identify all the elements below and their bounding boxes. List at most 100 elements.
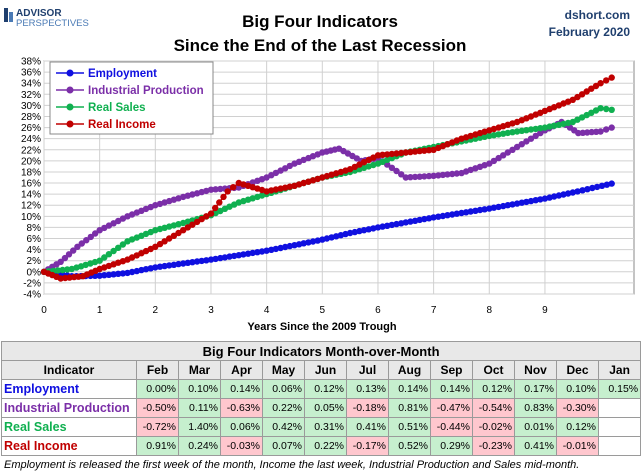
data-point-industrial — [537, 129, 544, 137]
x-tick-label: 3 — [208, 305, 214, 316]
y-tick-label: 20% — [21, 156, 41, 167]
data-point-income — [578, 91, 586, 98]
data-point-industrial — [92, 230, 99, 237]
table-cell: 0.29% — [430, 436, 473, 456]
row-label-industrial: Industrial Production — [1, 398, 137, 418]
header-month: Oct — [472, 360, 515, 380]
table-cell: 0.06% — [262, 379, 305, 399]
data-point-sales — [110, 247, 117, 255]
x-tick-label: 5 — [320, 305, 326, 316]
legend-swatch-marker — [66, 103, 74, 111]
data-point-industrial — [115, 217, 122, 225]
table-cell: -0.72% — [136, 417, 179, 437]
legend-entry-income: Real Income — [88, 119, 156, 131]
data-point-income — [592, 82, 600, 90]
table-cell: -0.63% — [220, 398, 263, 418]
data-point-industrial — [430, 172, 437, 179]
table-cell: -0.03% — [220, 436, 263, 456]
data-point-employment — [569, 189, 576, 196]
y-tick-label: 10% — [21, 212, 41, 223]
data-point-industrial — [500, 152, 507, 159]
data-point-employment — [467, 208, 474, 215]
data-point-income — [170, 232, 178, 239]
data-point-employment — [249, 249, 256, 257]
table-cell: -0.54% — [472, 398, 515, 418]
data-point-sales — [504, 129, 511, 137]
legend-entry-industrial: Industrial Production — [88, 85, 204, 97]
data-point-income — [189, 221, 196, 228]
table-cell: 0.13% — [346, 379, 389, 399]
data-point-income — [193, 218, 201, 226]
y-tick-label: -4% — [23, 290, 41, 301]
data-point-employment — [603, 181, 611, 188]
row-label-employment: Employment — [1, 379, 137, 399]
data-point-income — [220, 193, 227, 201]
table-cell: 0.05% — [304, 398, 347, 418]
data-point-industrial — [393, 167, 400, 175]
table-cell: 0.42% — [262, 417, 305, 437]
data-point-income — [407, 148, 414, 156]
x-tick-label: 1 — [97, 305, 103, 316]
data-point-industrial — [453, 170, 460, 177]
y-tick-label: 16% — [21, 179, 41, 190]
data-point-employment — [212, 255, 219, 263]
data-point-employment — [593, 183, 601, 191]
row-label-income: Real Income — [1, 436, 137, 456]
source-site: dshort.com — [565, 8, 630, 22]
table-cell: 0.01% — [514, 417, 557, 437]
table-cell: 0.11% — [178, 398, 221, 418]
data-point-employment — [152, 264, 159, 271]
header-month: Jul — [346, 360, 389, 380]
table-cell — [597, 417, 641, 437]
data-point-income — [588, 85, 595, 92]
table-cell: 0.12% — [472, 379, 515, 399]
data-point-industrial — [65, 251, 73, 258]
data-point-income — [207, 210, 215, 217]
data-point-income — [421, 147, 428, 154]
data-point-industrial — [495, 154, 502, 162]
data-point-income — [224, 188, 231, 195]
data-point-employment — [421, 215, 428, 223]
table-cell: 0.10% — [556, 379, 599, 399]
data-point-employment — [115, 270, 122, 277]
y-tick-label: 6% — [27, 234, 42, 245]
data-point-employment — [175, 260, 182, 268]
header-month: Feb — [136, 360, 179, 380]
legend-entry-employment: Employment — [88, 68, 157, 80]
header-month: Mar — [178, 360, 221, 380]
chart-title: Big Four Indicators — [242, 12, 398, 31]
data-point-industrial — [217, 185, 224, 193]
data-point-industrial — [411, 173, 419, 181]
data-point-industrial — [527, 135, 535, 142]
header-month: Jan — [597, 360, 641, 380]
y-tick-label: 28% — [21, 112, 41, 123]
table-cell: -0.17% — [346, 436, 389, 456]
data-point-income — [384, 151, 391, 158]
data-point-income — [425, 147, 433, 154]
table-cell: -0.44% — [430, 417, 473, 437]
header-month: Sep — [430, 360, 473, 380]
table-cell: 0.22% — [262, 398, 305, 418]
x-tick-label: 2 — [153, 305, 159, 316]
x-tick-label: 7 — [431, 305, 437, 316]
table-cell: -0.47% — [430, 398, 473, 418]
table-cell: -0.01% — [556, 436, 599, 456]
data-point-employment — [189, 259, 196, 266]
y-tick-label: -2% — [23, 278, 41, 289]
data-point-sales — [115, 244, 122, 251]
data-point-employment — [430, 214, 437, 221]
data-point-employment — [598, 182, 606, 189]
x-axis-label: Years Since the 2009 Trough — [247, 321, 396, 333]
data-point-income — [230, 184, 237, 191]
legend-swatch-marker — [66, 69, 74, 77]
y-tick-label: 8% — [27, 223, 42, 234]
x-tick-label: 4 — [264, 305, 270, 316]
data-point-industrial — [532, 132, 539, 140]
data-point-industrial — [416, 173, 423, 180]
data-point-industrial — [513, 143, 521, 151]
data-point-employment — [453, 210, 460, 217]
advisor-perspectives-logo: ADVISOR PERSPECTIVES — [4, 5, 104, 34]
data-point-employment — [226, 253, 233, 260]
data-point-industrial — [407, 174, 414, 181]
